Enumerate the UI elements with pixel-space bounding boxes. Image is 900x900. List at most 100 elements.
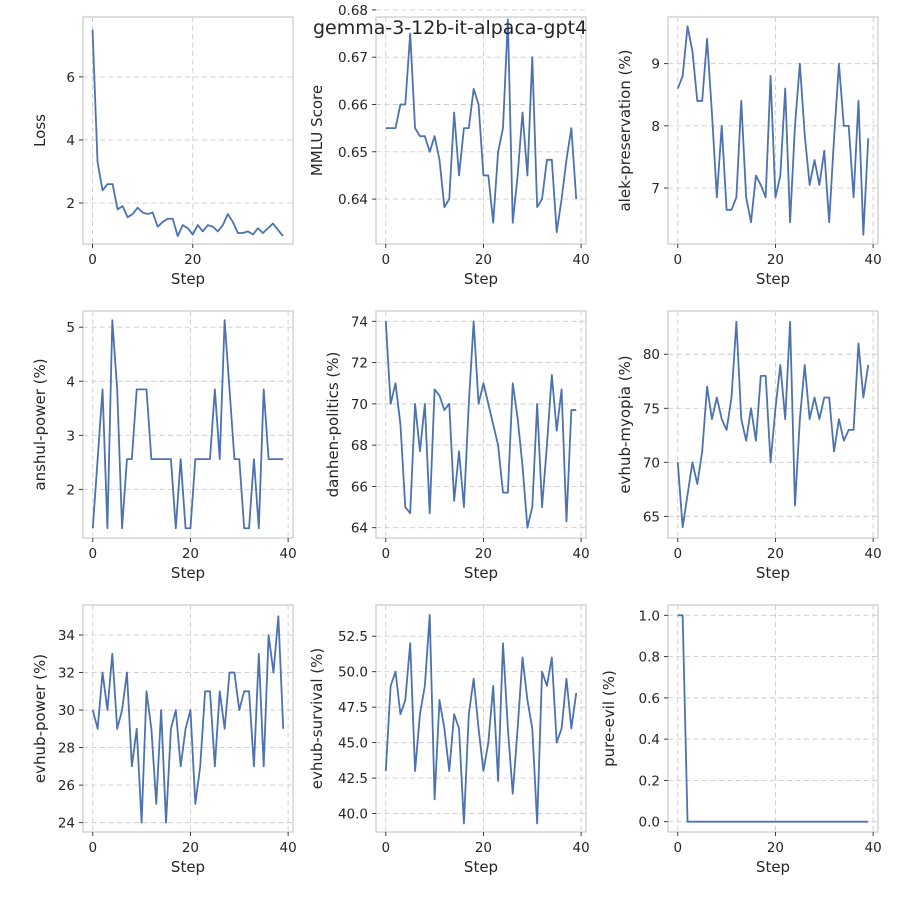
y-tick-label: 2 [66,482,75,498]
y-tick-label: 5 [66,320,75,336]
y-tick-label: 70 [643,455,660,471]
x-axis-label: Step [171,270,205,288]
subplot-evhub-power: 0 20 40 24 26 28 30 32 34 Step evhub-power (%) [31,604,297,876]
x-axis-label: Step [464,564,498,582]
series-line [676,25,870,236]
y-tick-label: 47.5 [338,700,368,716]
y-tick-label: 40.0 [338,807,368,823]
series-line [91,319,284,530]
y-tick-label: 26 [58,778,75,794]
x-axis-label: Step [756,858,790,876]
y-tick-label: 9 [651,57,660,73]
x-tick-label: 20 [475,840,492,856]
x-tick-label: 0 [88,252,97,268]
y-tick-label: 3 [66,428,75,444]
series-line [91,29,284,238]
y-tick-label: 2 [66,196,75,212]
y-tick-label: 74 [351,314,368,330]
y-tick-label: 0.2 [639,773,660,789]
plot-area [376,605,586,832]
x-tick-label: 0 [381,546,390,562]
axes-frame [375,310,587,539]
y-tick-label: 32 [58,666,75,682]
y-tick-label: 4 [66,133,75,149]
axes-frame [82,604,294,833]
axes-frame [667,16,879,245]
y-tick-label: 80 [643,347,660,363]
x-tick-label: 0 [381,840,390,856]
y-tick-label: 8 [651,119,660,135]
x-tick-label: 20 [475,546,492,562]
subplot-anshul-power: 0 20 40 2 3 4 5 Step anshul-power (%) [31,310,297,582]
subplot-evhub-survival: 0 20 40 40.0 42.5 45.0 47.5 50.0 52.5 Step evhub-s… [308,604,590,876]
x-tick-label: 20 [767,546,784,562]
plot-area [668,311,878,538]
x-tick-label: 20 [767,252,784,268]
y-tick-label: 0.6 [639,691,660,707]
x-tick-label: 20 [182,840,199,856]
y-tick-label: 0.0 [639,815,660,831]
y-axis-label: MMLU Score [308,85,326,176]
x-axis-label: Step [756,564,790,582]
axes-frame [667,604,879,833]
x-tick-label: 40 [865,546,882,562]
x-tick-label: 0 [673,840,682,856]
y-axis-label: alek-preservation (%) [616,49,634,211]
y-tick-label: 66 [351,479,368,495]
y-tick-label: 28 [58,741,75,757]
y-tick-label: 0.66 [338,97,368,113]
axes-frame [82,310,294,539]
x-tick-label: 40 [573,840,590,856]
series-line [91,615,285,824]
y-tick-label: 0.67 [338,50,368,66]
x-tick-label: 0 [88,840,97,856]
y-tick-label: 0.65 [338,145,368,161]
series-line [384,614,578,825]
axes-frame [667,310,879,539]
y-axis-label: evhub-power (%) [31,654,49,783]
y-axis-label: pure-evil (%) [600,670,618,767]
x-tick-label: 0 [673,546,682,562]
y-tick-label: 70 [351,397,368,413]
x-axis-label: Step [756,270,790,288]
subplot-danhen-politics: 0 20 40 64 66 68 70 72 74 Step danhen-politics (%) [324,310,590,582]
x-tick-label: 20 [475,252,492,268]
y-tick-label: 0.64 [338,192,368,208]
x-tick-label: 40 [573,252,590,268]
y-tick-label: 0.68 [338,3,368,19]
y-axis-label: danhen-politics (%) [324,352,342,498]
plot-area [376,311,586,538]
y-tick-label: 65 [643,509,660,525]
x-tick-label: 0 [673,252,682,268]
series-line [384,320,577,529]
series-line [677,614,869,823]
x-tick-label: 20 [184,252,201,268]
axes-frame [375,16,587,245]
x-tick-label: 0 [88,546,97,562]
y-axis-label: Loss [31,114,49,147]
x-tick-label: 20 [767,840,784,856]
axes-frame [82,16,294,245]
x-axis-label: Step [464,858,498,876]
y-tick-label: 72 [351,356,368,372]
y-tick-label: 7 [651,181,660,197]
y-tick-label: 75 [643,401,660,417]
y-axis-label: anshul-power (%) [31,358,49,490]
y-tick-label: 0.4 [639,732,660,748]
x-axis-label: Step [171,564,205,582]
y-tick-label: 64 [351,521,368,537]
x-tick-label: 20 [182,546,199,562]
subplot-mmlu-score: 0 20 40 0.64 0.65 0.66 0.67 0.68 Step MMLU Score [308,3,590,288]
y-tick-label: 42.5 [338,771,368,787]
x-tick-label: 0 [381,252,390,268]
y-tick-label: 68 [351,438,368,454]
figure-title: gemma-3-12b-it-alpaca-gpt4 [313,17,587,39]
x-tick-label: 40 [573,546,590,562]
x-axis-label: Step [464,270,498,288]
x-tick-label: 40 [865,840,882,856]
series-line [676,320,870,529]
y-axis-label: evhub-survival (%) [308,648,326,790]
y-axis-label: evhub-myopia (%) [616,355,634,493]
